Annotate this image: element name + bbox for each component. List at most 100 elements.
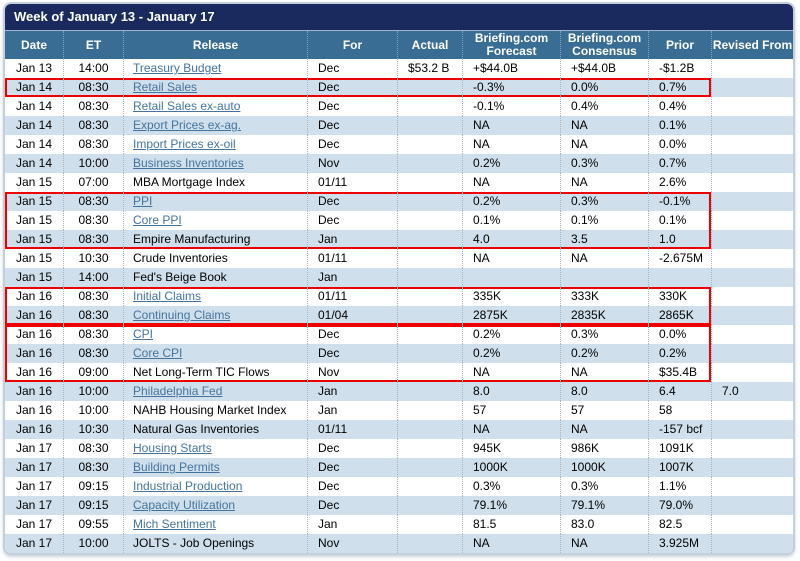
- cell-date: Jan 15: [5, 192, 63, 211]
- release-link[interactable]: Industrial Production: [133, 479, 243, 493]
- cell-revised: [711, 154, 793, 173]
- release-link[interactable]: Treasury Budget: [133, 61, 222, 75]
- cell-consensus: NA: [560, 420, 648, 439]
- table-row: Jan 14 08:30 Export Prices ex-ag. Dec NA NA 0.…: [5, 116, 793, 135]
- cell-revised: [711, 439, 793, 458]
- cell-prior: 6.4: [648, 382, 711, 401]
- cell-forecast: [462, 268, 560, 287]
- cell-et: 08:30: [63, 458, 123, 477]
- release-link[interactable]: Mich Sentiment: [133, 517, 216, 531]
- cell-for: Dec: [307, 192, 397, 211]
- cell-release: NAHB Housing Market Index: [123, 401, 307, 420]
- cell-release: Building Permits: [123, 458, 307, 477]
- release-link[interactable]: Housing Starts: [133, 441, 212, 455]
- cell-et: 08:30: [63, 230, 123, 249]
- table-row: Jan 17 09:55 Mich Sentiment Jan 81.5 83.0 82.5: [5, 515, 793, 534]
- release-link[interactable]: CPI: [133, 327, 154, 341]
- table-row: Jan 16 08:30 Core CPI Dec 0.2% 0.2% 0.2%: [5, 344, 793, 363]
- cell-for: Jan: [307, 230, 397, 249]
- release-link[interactable]: Core CPI: [133, 346, 183, 360]
- cell-forecast: 8.0: [462, 382, 560, 401]
- cell-et: 08:30: [63, 306, 123, 325]
- cell-for: 01/11: [307, 287, 397, 306]
- release-link[interactable]: Core PPI: [133, 213, 182, 227]
- release-link[interactable]: PPI: [133, 194, 153, 208]
- release-link[interactable]: Building Permits: [133, 460, 220, 474]
- release-link[interactable]: Export Prices ex-ag.: [133, 118, 242, 132]
- cell-forecast: 4.0: [462, 230, 560, 249]
- cell-et: 08:30: [63, 97, 123, 116]
- cell-actual: [397, 173, 462, 192]
- week-title-bar: Week of January 13 - January 17: [5, 4, 793, 30]
- cell-for: 01/04: [307, 306, 397, 325]
- cell-actual: [397, 268, 462, 287]
- cell-et: 08:30: [63, 344, 123, 363]
- table-row: Jan 17 09:15 Capacity Utilization Dec 79.1% 7…: [5, 496, 793, 515]
- cell-date: Jan 14: [15, 137, 53, 151]
- release-link[interactable]: Capacity Utilization: [133, 498, 236, 512]
- cell-prior: 1007K: [648, 458, 711, 477]
- release-link[interactable]: Retail Sales: [133, 80, 198, 94]
- cell-forecast: 1000K: [462, 458, 560, 477]
- cell-forecast: NA: [462, 363, 560, 382]
- cell-actual: [397, 458, 462, 477]
- cell-et: 10:00: [63, 534, 123, 553]
- cell-actual: [397, 135, 462, 154]
- cell-et: 10:00: [63, 401, 123, 420]
- cell-forecast: 57: [462, 401, 560, 420]
- cell-date: Jan 16: [5, 344, 63, 363]
- cell-date: Jan 17: [15, 536, 53, 550]
- cell-for: Dec: [307, 439, 397, 458]
- table-row: Jan 14 08:30 Retail Sales ex-auto Dec -0.1% 0…: [5, 97, 793, 116]
- cell-date: Jan 16: [5, 363, 63, 382]
- cell-forecast: 335K: [462, 287, 560, 306]
- release-link[interactable]: Retail Sales ex-auto: [133, 99, 241, 113]
- cell-release: CPI: [123, 325, 307, 344]
- table-row: Jan 16 08:30 CPI Dec 0.2% 0.3% 0.0%: [5, 325, 793, 344]
- cell-release: JOLTS - Job Openings: [123, 534, 307, 553]
- cell-forecast: NA: [462, 420, 560, 439]
- cell-date: Jan 16: [15, 384, 53, 398]
- cell-release: Capacity Utilization: [123, 496, 307, 515]
- cell-release: PPI: [123, 192, 307, 211]
- cell-actual: [397, 439, 462, 458]
- cell-revised: [711, 135, 793, 154]
- cell-forecast: 0.2%: [462, 192, 560, 211]
- cell-revised: [711, 515, 793, 534]
- column-header-revised: Revised From: [711, 31, 793, 59]
- cell-for: 01/11: [307, 420, 397, 439]
- column-header-forecast: Briefing.com Forecast: [462, 31, 560, 59]
- release-link[interactable]: Initial Claims: [133, 289, 202, 303]
- cell-actual: [397, 306, 462, 325]
- cell-date: Jan 14: [15, 156, 53, 170]
- column-header-prior: Prior: [648, 31, 711, 59]
- cell-forecast: 0.3%: [462, 477, 560, 496]
- cell-for: Jan: [307, 268, 397, 287]
- table-row: Jan 17 10:00 JOLTS - Job Openings Nov NA NA 3.…: [5, 534, 793, 553]
- release-link[interactable]: Business Inventories: [133, 156, 244, 170]
- cell-et: 08:30: [63, 116, 123, 135]
- cell-forecast: NA: [462, 249, 560, 268]
- release-link[interactable]: Philadelphia Fed: [133, 384, 223, 398]
- cell-prior: 1.0: [648, 230, 711, 249]
- table-row: Jan 14 08:30 Import Prices ex-oil Dec NA NA 0.…: [5, 135, 793, 154]
- cell-prior: [648, 268, 711, 287]
- cell-actual: [397, 515, 462, 534]
- cell-release: Fed's Beige Book: [123, 268, 307, 287]
- release-link[interactable]: Continuing Claims: [133, 308, 231, 322]
- cell-actual: [397, 420, 462, 439]
- cell-et: 10:00: [63, 154, 123, 173]
- cell-consensus: 0.3%: [560, 154, 648, 173]
- cell-forecast: NA: [462, 135, 560, 154]
- cell-date: Jan 17: [15, 479, 53, 493]
- cell-consensus: 0.4%: [560, 97, 648, 116]
- cell-for: Dec: [307, 344, 397, 363]
- cell-date: Jan 17: [15, 498, 53, 512]
- column-header-for: For: [307, 31, 397, 59]
- cell-forecast: 2875K: [462, 306, 560, 325]
- cell-forecast: 81.5: [462, 515, 560, 534]
- cell-actual: [397, 496, 462, 515]
- cell-revised: [711, 97, 793, 116]
- cell-consensus: 0.2%: [560, 344, 648, 363]
- release-link[interactable]: Import Prices ex-oil: [133, 137, 236, 151]
